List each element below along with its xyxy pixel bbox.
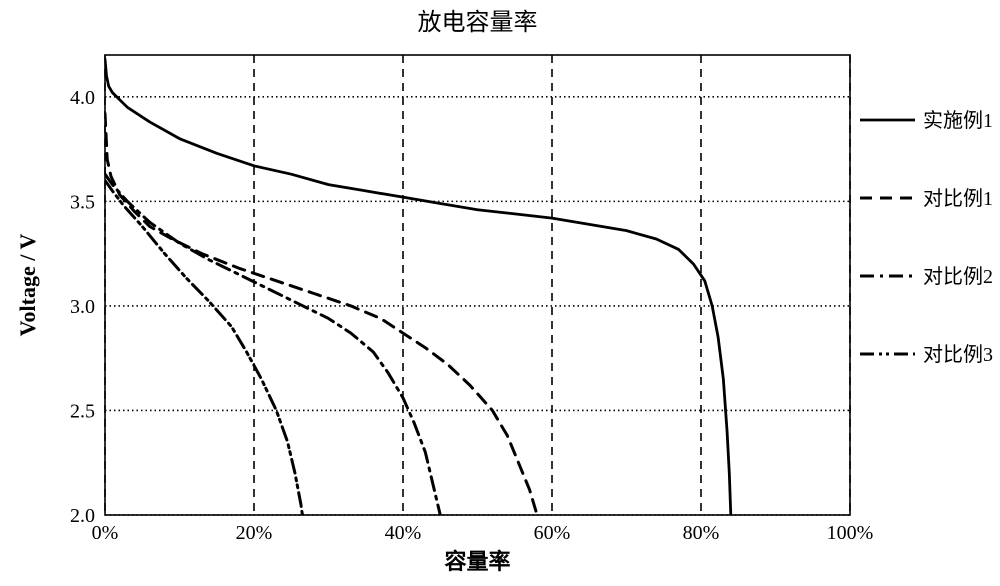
x-tick-label: 0% [92, 522, 119, 544]
y-tick-label: 2.0 [70, 505, 95, 527]
chart-title: 放电容量率 [418, 9, 538, 36]
legend-label: 对比例1 [923, 187, 993, 210]
legend-label: 实施例1 [923, 109, 993, 132]
x-tick-label: 80% [683, 522, 720, 544]
x-axis-label: 容量率 [444, 549, 510, 574]
x-tick-label: 60% [534, 522, 571, 544]
legend-label: 对比例2 [923, 265, 993, 288]
discharge-capacity-chart: 0% 20% 40% 60% 80% 100% 2.0 2.5 3.0 3.5 4.0 放电容量率容量… [0, 0, 1000, 586]
y-tick-label: 4.0 [70, 87, 95, 109]
x-tick-label: 40% [385, 522, 422, 544]
y-tick-label: 3.5 [70, 191, 95, 213]
legend-label: 对比例3 [923, 343, 993, 366]
y-tick-label: 2.5 [70, 400, 95, 422]
y-tick-label: 3.0 [70, 296, 95, 318]
x-tick-label: 100% [827, 522, 874, 544]
x-tick-label: 20% [236, 522, 273, 544]
y-axis-label: Voltage / V [15, 234, 40, 337]
